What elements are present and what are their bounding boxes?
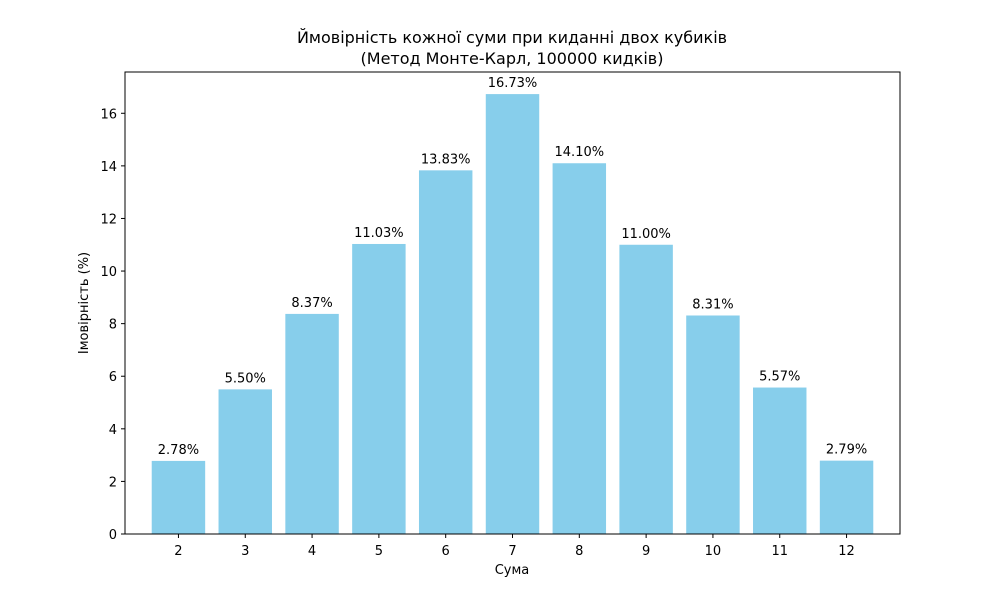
x-tick-label-3: 3 — [241, 544, 249, 559]
bar-4 — [285, 313, 339, 534]
y-tick-label-16: 16 — [100, 107, 117, 122]
x-tick-label-12: 12 — [838, 544, 855, 559]
x-tick-label-11: 11 — [771, 544, 788, 559]
y-tick-label-14: 14 — [100, 160, 117, 175]
bar-9 — [619, 244, 673, 534]
x-axis-label: Сума — [495, 563, 530, 578]
y-tick-label-12: 12 — [100, 212, 117, 227]
data-label-9: 11.00% — [621, 227, 671, 242]
chart-subtitle: (Метод Монте-Карл, 100000 кидків) — [361, 49, 664, 68]
y-axis-ticks: 0 2 4 6 8 10 12 14 16 — [100, 107, 125, 543]
y-tick-label-0: 0 — [109, 528, 117, 543]
x-tick-label-5: 5 — [375, 544, 383, 559]
x-tick-label-6: 6 — [442, 544, 450, 559]
data-label-5: 11.03% — [354, 226, 404, 241]
bar-2 — [151, 460, 206, 534]
data-label-3: 5.50% — [225, 371, 266, 386]
plot-frame — [124, 71, 901, 535]
bar-6 — [418, 170, 473, 534]
data-labels-group: 2.78% 5.50% 8.37% 11.03% 13.83% 16.73% 14.10% 1… — [158, 76, 867, 458]
data-label-2: 2.78% — [158, 443, 199, 458]
y-tick-label-2: 2 — [109, 475, 117, 490]
data-label-7: 16.73% — [488, 76, 538, 91]
x-tick-label-4: 4 — [308, 544, 316, 559]
x-tick-label-7: 7 — [508, 544, 516, 559]
data-label-4: 8.37% — [291, 296, 332, 311]
data-label-8: 14.10% — [555, 145, 605, 160]
y-axis-label: Імовірність (%) — [77, 252, 92, 354]
bar-3 — [218, 389, 272, 534]
data-label-10: 8.31% — [692, 297, 733, 312]
data-label-12: 2.79% — [826, 443, 867, 458]
y-tick-label-8: 8 — [109, 318, 117, 333]
bar-11 — [753, 387, 807, 534]
y-tick-label-4: 4 — [109, 423, 117, 438]
x-tick-label-2: 2 — [174, 544, 182, 559]
y-tick-label-10: 10 — [100, 265, 117, 280]
bar-7 — [485, 94, 540, 534]
x-tick-label-9: 9 — [642, 544, 650, 559]
data-label-6: 13.83% — [421, 152, 471, 167]
bar-8 — [552, 163, 607, 535]
bar-10 — [686, 315, 740, 534]
x-tick-label-8: 8 — [575, 544, 583, 559]
x-axis-ticks: 2 3 4 5 6 7 8 9 10 11 12 — [174, 534, 855, 559]
data-label-11: 5.57% — [759, 370, 800, 385]
bar-12 — [819, 460, 874, 534]
bar-5 — [352, 243, 406, 534]
bars-group — [151, 94, 874, 535]
chart-title: Ймовірність кожної суми при киданні двох… — [297, 28, 727, 47]
x-tick-label-10: 10 — [705, 544, 722, 559]
y-tick-label-6: 6 — [109, 370, 117, 385]
